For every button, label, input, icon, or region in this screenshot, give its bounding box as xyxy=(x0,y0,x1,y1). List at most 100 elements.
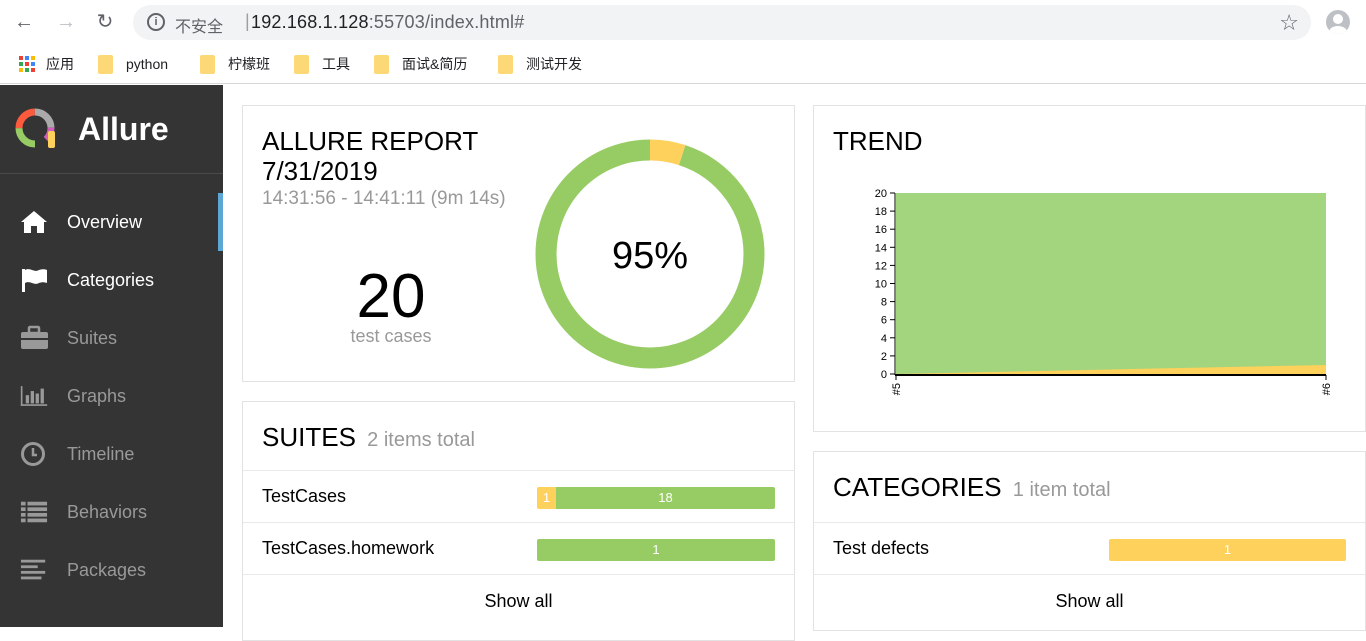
separator: | xyxy=(245,11,250,31)
suites-subtitle: 2 items total xyxy=(367,429,475,451)
forward-arrow-icon[interactable]: → xyxy=(56,11,76,33)
category-row[interactable]: Test defects 1 xyxy=(814,522,1365,574)
reload-icon[interactable]: ↻ xyxy=(96,11,114,33)
suite-status-bar[interactable]: 1 18 xyxy=(537,487,775,509)
clock-icon xyxy=(21,442,45,466)
category-name: Test defects xyxy=(833,538,930,558)
briefcase-icon xyxy=(21,325,48,349)
address-bar[interactable]: i 不安全 | 192.168.1.128:55703/index.html# … xyxy=(133,5,1311,40)
insecure-label[interactable]: 不安全 xyxy=(175,19,224,36)
trend-y-tick-label: 18 xyxy=(875,206,887,218)
report-title: ALLURE REPORT 7/31/2019 xyxy=(262,126,478,186)
bookmark-folder[interactable]: python xyxy=(98,54,168,74)
sidebar-item-label: Packages xyxy=(67,560,147,580)
sidebar-item-label: Suites xyxy=(67,328,118,348)
info-icon[interactable]: i xyxy=(147,13,165,31)
categories-title: CATEGORIES xyxy=(833,472,1002,502)
suite-name: TestCases xyxy=(262,486,347,506)
align-left-icon xyxy=(20,559,46,580)
list-icon xyxy=(20,501,48,523)
categories-header: CATEGORIES 1 item total xyxy=(833,472,1111,503)
sidebar-item-label: Graphs xyxy=(67,386,127,406)
trend-x-tick-label[interactable]: #6 xyxy=(1321,383,1333,395)
folder-icon xyxy=(498,54,513,74)
star-icon[interactable]: ☆ xyxy=(1279,10,1299,35)
bookmark-label: 面试&简历 xyxy=(402,56,468,72)
bookmarks-bar: 应用 python 柠檬班 工具 面试&简历 测试开发 xyxy=(0,44,1366,84)
category-status-bar[interactable]: 1 xyxy=(1109,539,1346,561)
url-path: /index.html# xyxy=(424,12,525,32)
bookmark-label: 柠檬班 xyxy=(228,56,270,72)
trend-y-tick-label: 10 xyxy=(875,279,887,291)
trend-widget: TREND 0 2 4 6 8 10 12 14 16 18 20 #5 #6 xyxy=(813,105,1366,432)
suite-name: TestCases.homework xyxy=(262,538,435,558)
bookmark-folder[interactable]: 工具 xyxy=(294,54,350,74)
passed-segment[interactable]: 18 xyxy=(556,487,775,509)
url-port: :55703 xyxy=(368,12,425,32)
suites-header: SUITES 2 items total xyxy=(262,422,475,453)
report-time-range: 14:31:56 - 14:41:11 (9m 14s) xyxy=(262,188,506,209)
suite-status-bar[interactable]: 1 xyxy=(537,539,775,561)
sidebar-item-categories[interactable]: Categories xyxy=(0,251,223,309)
categories-show-all-link[interactable]: Show all xyxy=(814,574,1365,626)
trend-chart[interactable]: 0 2 4 6 8 10 12 14 16 18 20 #5 #6 xyxy=(854,181,1334,411)
sidebar-item-behaviors[interactable]: Behaviors xyxy=(0,483,223,541)
suite-row[interactable]: TestCases.homework 1 xyxy=(243,522,794,574)
flag-icon xyxy=(22,269,47,292)
suite-row[interactable]: TestCases 1 18 xyxy=(243,470,794,522)
main-content: ALLURE REPORT 7/31/2019 14:31:56 - 14:41… xyxy=(223,85,1366,641)
passed-segment[interactable]: 1 xyxy=(537,539,775,561)
sidebar-item-graphs[interactable]: Graphs xyxy=(0,367,223,425)
sidebar-item-timeline[interactable]: Timeline xyxy=(0,425,223,483)
sidebar: Allure Overview Categories Suites Graphs… xyxy=(0,85,223,627)
trend-y-tick-label: 2 xyxy=(881,351,887,363)
bookmark-label: 测试开发 xyxy=(526,56,582,72)
bookmark-folder[interactable]: 测试开发 xyxy=(498,54,582,74)
sidebar-item-packages[interactable]: Packages xyxy=(0,541,223,599)
bookmark-folder[interactable]: 柠檬班 xyxy=(200,54,270,74)
bookmark-folder[interactable]: 面试&简历 xyxy=(374,54,467,74)
folder-icon xyxy=(294,54,309,74)
bookmark-apps[interactable]: 应用 xyxy=(18,54,74,74)
profile-avatar-icon[interactable] xyxy=(1326,10,1350,34)
categories-widget: CATEGORIES 1 item total Test defects 1 S… xyxy=(813,451,1366,631)
trend-y-tick-label: 0 xyxy=(881,369,887,381)
sidebar-item-suites[interactable]: Suites xyxy=(0,309,223,367)
broken-segment[interactable]: 1 xyxy=(537,487,556,509)
trend-area-series-0[interactable] xyxy=(896,193,1326,374)
trend-x-tick-label[interactable]: #5 xyxy=(891,383,903,395)
brand-name: Allure xyxy=(78,111,169,147)
suites-title: SUITES xyxy=(262,422,356,452)
sidebar-item-label: Overview xyxy=(67,212,143,232)
trend-y-tick-label: 8 xyxy=(881,297,887,309)
defect-count-segment[interactable]: 1 xyxy=(1109,539,1346,561)
brand[interactable]: Allure xyxy=(0,85,223,174)
folder-icon xyxy=(98,54,113,74)
sidebar-item-overview[interactable]: Overview xyxy=(0,193,223,251)
trend-y-tick-label: 16 xyxy=(875,224,887,236)
test-count-label: test cases xyxy=(350,326,432,346)
browser-toolbar: ← → ↻ i 不安全 | 192.168.1.128:55703/index.… xyxy=(0,0,1366,44)
categories-subtitle: 1 item total xyxy=(1012,479,1111,501)
suites-show-all-link[interactable]: Show all xyxy=(243,574,794,626)
report-summary-widget: ALLURE REPORT 7/31/2019 14:31:56 - 14:41… xyxy=(242,105,795,382)
sidebar-item-label: Categories xyxy=(67,270,155,290)
test-count: 20 xyxy=(356,262,426,331)
trend-y-tick-label: 4 xyxy=(881,333,887,345)
folder-icon xyxy=(200,54,215,74)
trend-y-tick-label: 12 xyxy=(875,260,887,272)
report-title-text: ALLURE REPORT xyxy=(262,126,479,156)
back-arrow-icon[interactable]: ← xyxy=(14,11,34,33)
trend-y-tick-label: 6 xyxy=(881,315,887,327)
donut-broken-arc[interactable] xyxy=(535,139,765,369)
trend-y-tick-label: 14 xyxy=(875,242,887,254)
folder-icon xyxy=(374,54,389,74)
apps-grid-icon xyxy=(18,55,36,73)
suites-widget: SUITES 2 items total TestCases 1 18 Test… xyxy=(242,401,795,641)
pass-rate-donut[interactable]: 95% xyxy=(534,138,766,370)
url-text[interactable]: 192.168.1.128:55703/index.html# xyxy=(249,12,524,33)
bookmark-label: python xyxy=(126,56,169,72)
sidebar-item-label: Timeline xyxy=(67,444,135,464)
bar-chart-icon xyxy=(20,386,48,406)
sidebar-item-label: Behaviors xyxy=(67,502,148,522)
